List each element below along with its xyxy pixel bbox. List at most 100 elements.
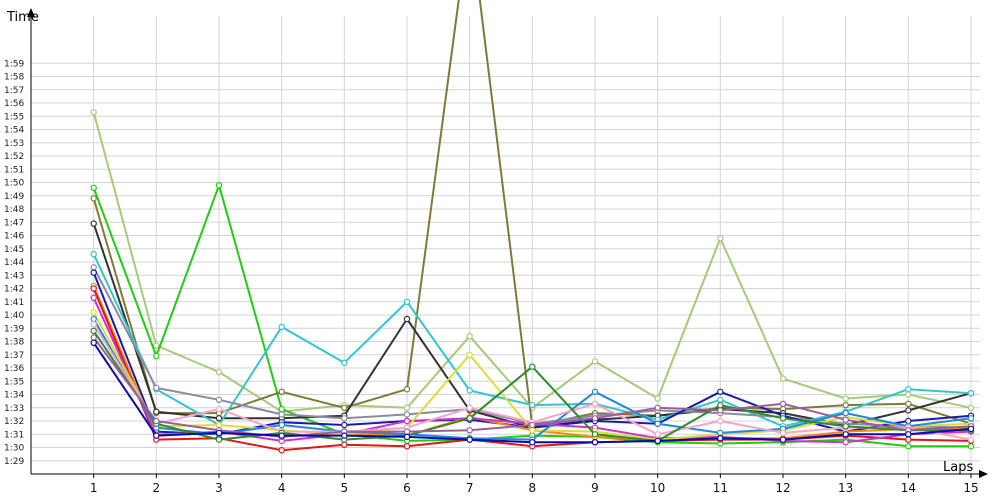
- series-point: [215, 436, 223, 443]
- y-tick-label: 1:44: [4, 258, 24, 268]
- series-point: [215, 421, 223, 429]
- y-tick-label: 1:58: [4, 73, 24, 83]
- series-point: [717, 388, 724, 395]
- x-tick-label: 9: [591, 481, 599, 495]
- series-point: [717, 234, 724, 242]
- y-tick-label: 1:33: [4, 404, 24, 414]
- axis-labels: Time Laps: [6, 10, 973, 475]
- x-tick-label: 2: [153, 481, 161, 495]
- series-point: [341, 432, 348, 439]
- series-point: [153, 417, 160, 425]
- series-point: [403, 404, 411, 411]
- series-point: [717, 407, 724, 414]
- series-point: [215, 368, 223, 376]
- y-tick-label: 1:50: [4, 179, 24, 189]
- series-point: [90, 220, 97, 227]
- series-point: [90, 294, 97, 301]
- series-point: [215, 181, 223, 189]
- series-point: [717, 429, 724, 437]
- y-tick-label: 1:49: [4, 192, 24, 202]
- series-point: [466, 387, 473, 394]
- series-point: [905, 431, 912, 438]
- series-point: [341, 415, 348, 422]
- x-tick-label: 10: [650, 481, 665, 495]
- series-point: [779, 415, 787, 422]
- x-tick-label: 6: [403, 481, 411, 495]
- series-point: [905, 443, 912, 450]
- series-point: [717, 417, 724, 425]
- x-tick-label: 7: [466, 481, 474, 495]
- series-point: [529, 427, 536, 434]
- series-point: [278, 432, 285, 439]
- series-point: [842, 401, 849, 409]
- series-point: [90, 309, 97, 316]
- series-point: [905, 407, 912, 414]
- axes: [27, 8, 988, 478]
- series-point: [842, 431, 849, 438]
- x-axis-arrow: [979, 470, 988, 478]
- series-point: [278, 323, 285, 331]
- series-point: [905, 417, 912, 425]
- series-point: [90, 285, 97, 292]
- series-point: [466, 415, 473, 422]
- series-point: [153, 384, 160, 392]
- y-axis-label: Time: [6, 10, 39, 25]
- y-tick-label: 1:53: [4, 139, 24, 149]
- series-point: [591, 415, 599, 422]
- y-tick-label: 1:48: [4, 205, 24, 215]
- series-point: [90, 321, 97, 328]
- series-point: [717, 396, 724, 403]
- series-point: [779, 375, 787, 382]
- series-point: [341, 404, 348, 411]
- series-point: [842, 395, 849, 402]
- x-tick-label: 1: [90, 481, 98, 495]
- grid: [31, 16, 980, 478]
- y-tick-label: 1:55: [4, 112, 24, 122]
- x-axis-label: Laps: [943, 460, 973, 475]
- series-point: [403, 298, 411, 305]
- series-point: [717, 435, 724, 442]
- y-tick-labels: 1:29 1:30 1:31 1:32 1:33 1:34 1:35 1:36 1:37 1:38…: [4, 59, 24, 467]
- y-tick-label: 1:40: [4, 311, 24, 321]
- x-tick-label: 3: [215, 481, 223, 495]
- series-point: [905, 391, 912, 398]
- series-point: [278, 411, 285, 418]
- series-point: [278, 388, 285, 395]
- series-point: [529, 363, 536, 370]
- series-point: [967, 415, 975, 422]
- y-tick-label: 1:39: [4, 324, 24, 334]
- series-point: [153, 352, 160, 360]
- y-tick-label: 1:56: [4, 99, 24, 109]
- x-tick-label: 11: [713, 481, 728, 495]
- series-point: [842, 439, 849, 446]
- series-point: [466, 436, 473, 443]
- series-point: [90, 315, 97, 323]
- series-point: [341, 441, 348, 448]
- series-point: [466, 404, 473, 411]
- series-point: [654, 431, 661, 438]
- y-tick-label: 1:41: [4, 298, 24, 308]
- y-axis-arrow: [27, 8, 35, 17]
- series-point: [341, 421, 348, 429]
- series-point: [403, 417, 411, 425]
- y-tick-label: 1:29: [4, 457, 24, 467]
- series-point: [779, 429, 787, 437]
- series-point: [591, 400, 599, 407]
- y-tick-label: 1:45: [4, 245, 24, 255]
- y-tick-label: 1:47: [4, 218, 24, 228]
- series-point: [967, 390, 975, 397]
- series-point: [654, 437, 661, 445]
- series-point: [90, 109, 97, 116]
- y-tick-label: 1:59: [4, 59, 24, 69]
- series: [90, 0, 975, 454]
- series-point: [90, 269, 97, 276]
- series-point: [529, 401, 536, 409]
- y-tick-label: 1:38: [4, 338, 24, 348]
- series-point: [153, 432, 160, 439]
- series-point: [466, 351, 473, 358]
- x-tick-label: 14: [901, 481, 916, 495]
- series-point: [215, 415, 223, 422]
- series-point: [403, 433, 411, 441]
- series-point: [278, 421, 285, 429]
